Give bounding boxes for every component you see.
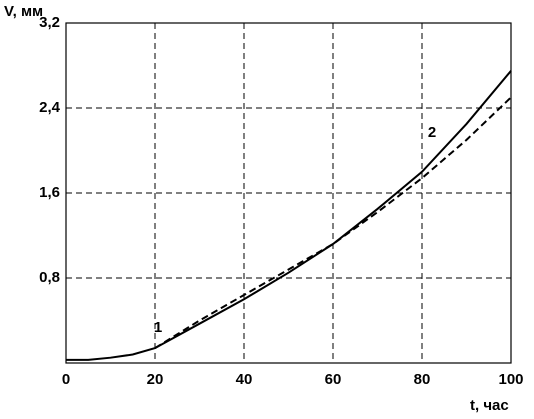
x-tick-label: 0 (62, 371, 70, 388)
y-tick-label: 2,4 (39, 99, 61, 116)
x-tick-label: 80 (414, 371, 431, 388)
line-series (154, 96, 512, 349)
y-tick-label: 0,8 (39, 269, 60, 286)
x-tick-label: 20 (147, 371, 164, 388)
y-tick-label: 1,6 (39, 184, 60, 201)
x-tick-label: 40 (236, 371, 253, 388)
x-axis-label: t, час (470, 397, 509, 414)
x-tick-label: 60 (325, 371, 342, 388)
line-series (66, 70, 512, 361)
y-axis-label: V, мм (4, 3, 43, 20)
plot-frame (65, 22, 512, 364)
series-label: 2 (428, 124, 436, 141)
series-label: 1 (154, 319, 162, 336)
x-tick-label: 100 (498, 371, 523, 388)
y-tick-label: 3,2 (39, 14, 60, 31)
